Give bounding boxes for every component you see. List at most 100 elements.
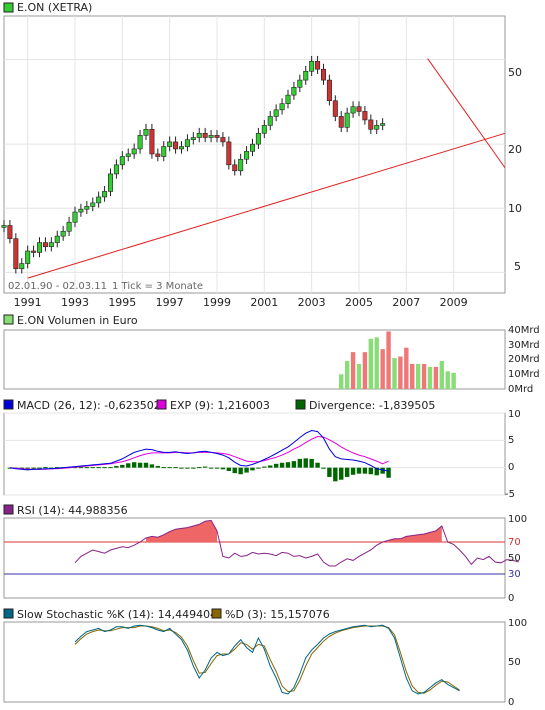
divergence-bar [108,467,113,469]
divergence-bar [167,467,172,469]
candle-body [315,61,321,70]
x-tick-label: 2001 [250,296,278,309]
divergence-bar [31,467,36,469]
x-tick-label: 1991 [14,296,42,309]
candle-body [90,202,96,207]
candle-body [220,137,226,143]
divergence-bar [126,463,131,468]
divergence-bar [37,467,42,469]
volume-title: E.ON Volumen in Euro [17,314,138,327]
divergence-bar [72,467,78,469]
divergence-bar [84,467,90,469]
volume-y-tick: 10Mrd [508,369,540,380]
macd-y-tick: 0 [508,462,514,473]
volume-bar [415,363,421,389]
tick-interval-label: 1 Tick = 3 Monate [112,281,203,292]
macd-legend-swatch [3,399,14,410]
x-tick-label: 1999 [203,296,231,309]
candle-body [96,196,102,204]
candle-body [42,242,48,247]
rsi-line [74,519,519,567]
candle-body [178,146,184,150]
divergence-bar [291,461,297,468]
divergence-bar [350,467,356,475]
candle-body [309,61,315,72]
divergence-bar [244,467,249,473]
candle-body [167,141,173,147]
volume-y-tick: 0Mrd [508,384,533,395]
divergence-bar [102,467,107,469]
divergence-bar [268,465,273,468]
volume-y-tick: 40Mrd [508,325,540,336]
volume-bar [427,366,433,389]
volume-bar [410,363,415,389]
candle-body [297,79,303,88]
volume-y-tick: 30Mrd [508,340,540,351]
divergence-bar [202,466,208,468]
candle-body [226,141,232,166]
divergence-bar [19,467,24,469]
candle-body [356,106,362,112]
volume-bar [380,349,385,389]
x-tick-label: 1997 [156,296,184,309]
rsi-y-tick: 50 [508,553,521,564]
candle-body [380,123,386,126]
divergence-bar [120,464,125,468]
rsi-legend-swatch [3,504,14,515]
stoch-lines [74,624,460,695]
volume-bar [350,352,356,389]
divergence-bar [256,467,261,469]
rsi-y-tick: 0 [508,593,514,604]
candle-body [13,238,19,270]
divergence-bar [309,458,314,468]
stoch-panel [3,621,506,703]
volume-bar [433,366,439,389]
divergence-bar [185,467,190,469]
candle-body [36,242,42,253]
candle-body [279,103,285,111]
rsi-panel [3,517,506,599]
macd-y-tick: 5 [508,435,514,446]
rsi-y-tick: 70 [508,537,521,548]
volume-bar [374,337,379,389]
candle-body [60,230,66,237]
candle-body [202,132,208,138]
candle-body [161,146,167,157]
candle-body [303,70,309,81]
divergence-bar [149,464,155,468]
candle-body [102,191,108,198]
macd-panel [3,412,506,496]
divergence-legend-swatch [295,399,306,410]
candle-body [332,100,338,117]
trend-lines [27,58,506,279]
rsi-overbought-fill [146,520,217,542]
divergence-bar [161,467,166,469]
candle-body [19,263,25,270]
macd-y-tick: -5 [505,489,515,500]
rsi-lines [4,519,519,575]
date-range-label: 02.01.90 - 02.03.11 [8,281,107,292]
macd-y-tick: 10 [508,409,521,420]
candle-body [255,132,261,145]
candle-body [196,132,202,138]
candle-body [214,135,220,138]
exp-legend-swatch [156,399,167,410]
x-tick-label: 2009 [440,296,468,309]
macd-label: MACD (26, 12): -0,623502 [17,399,161,412]
candle-body [113,164,119,175]
volume-bar [368,338,374,389]
volume-y-tick: 20Mrd [508,354,540,365]
volume-bar [344,360,350,389]
divergence-bar [143,462,149,468]
divergence-bar [226,467,232,471]
candle-body [374,125,380,130]
candle-body [131,148,137,155]
candle-body [31,250,37,253]
divergence-bar [90,467,95,469]
price-panel [3,15,506,294]
candle-body [338,116,344,128]
divergence-bar [49,467,54,469]
volume-bar [386,331,391,389]
divergence-bar [137,462,143,468]
